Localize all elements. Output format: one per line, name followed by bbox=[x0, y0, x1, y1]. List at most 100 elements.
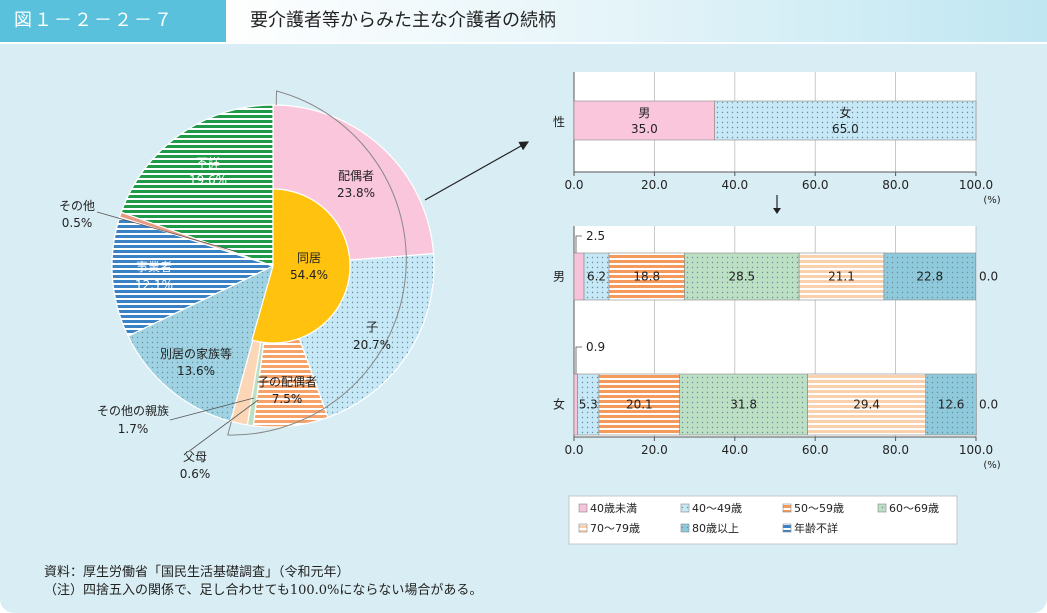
pie-slice-value-1: 23.8% bbox=[337, 186, 375, 200]
pie-slice-label-2: 子 bbox=[366, 320, 378, 334]
x-tick-label: 0.0 bbox=[564, 178, 583, 192]
pie-slice-value-6: 13.6% bbox=[177, 364, 215, 378]
age-value-label-2-6: 12.6 bbox=[938, 398, 965, 412]
age-bar-segment-1-1 bbox=[573, 252, 585, 301]
age-category-label-2: 女 bbox=[553, 397, 565, 412]
pie-leader-4 bbox=[187, 399, 259, 453]
pie-slice-label-1: 配偶者 bbox=[338, 169, 374, 183]
figure-title: 要介護者等からみた主な介護者の続柄 bbox=[250, 10, 556, 31]
legend-label-7: 年齢不詳 bbox=[794, 521, 838, 535]
source-note: 資料：厚生労働省「国民生活基礎調査」（令和元年） bbox=[44, 565, 350, 580]
x-tick-label: 100.0 bbox=[959, 178, 993, 192]
pie-slice-value-2: 20.7% bbox=[353, 338, 391, 352]
x-tick-label: 40.0 bbox=[721, 443, 748, 457]
gender-series-value-1: 35.0 bbox=[631, 122, 658, 136]
legend-swatch-7 bbox=[782, 523, 792, 533]
legend-label-4: 60～69歳 bbox=[889, 502, 939, 515]
pie-slice-value-5: 1.7% bbox=[118, 422, 149, 436]
age-bar-segment-2-4 bbox=[679, 373, 808, 436]
pie-inner-value: 54.4% bbox=[290, 268, 328, 282]
age-bar-segment-2-6 bbox=[925, 373, 977, 436]
pie-slice-value-7: 12.1% bbox=[135, 278, 173, 292]
age-bar-segment-1-6 bbox=[883, 252, 976, 301]
pie-slice-label-4: 父母 bbox=[183, 450, 207, 464]
down-arrow-head bbox=[773, 208, 781, 214]
age-value-label-1-6: 22.8 bbox=[916, 270, 943, 284]
age-value-label-1-3: 18.8 bbox=[633, 270, 660, 284]
figure-number-badge: 図１－２－２－７ bbox=[0, 0, 226, 42]
callout-leader-1 bbox=[575, 235, 582, 253]
pie-slice-label-9: 不詳 bbox=[196, 155, 220, 170]
gender-bar-chart: 0.0 20.0 40.0 60.0 80.0 100.0 (%) 男 35.0 女 65.0 性 bbox=[553, 72, 1001, 214]
legend-swatch-6 bbox=[680, 523, 690, 533]
pie-slice-9 bbox=[120, 104, 274, 267]
gender-category-label: 性 bbox=[553, 115, 565, 129]
age-bar-segment-1-4 bbox=[684, 252, 800, 301]
x-tick-label: 20.0 bbox=[641, 443, 668, 457]
age-bar-segment-1-2 bbox=[583, 252, 610, 301]
pie-slice-label-8: その他 bbox=[59, 199, 95, 213]
legend-label-5: 70～79歳 bbox=[590, 522, 640, 535]
pie-slice-value-8: 0.5% bbox=[62, 216, 93, 230]
x-tick-label: 60.0 bbox=[802, 178, 829, 192]
pie-slice-value-9: 19.6% bbox=[189, 173, 227, 187]
legend-swatch-2 bbox=[680, 503, 690, 513]
age-bar-segment-2-1 bbox=[573, 373, 578, 436]
gender-bar-segment-1 bbox=[573, 100, 715, 141]
cohabiting-bracket bbox=[227, 90, 407, 436]
pie-inner-label: 同居 bbox=[297, 251, 321, 265]
x-unit-label: (%) bbox=[983, 460, 1000, 471]
age-value-label-2-5: 29.4 bbox=[853, 398, 880, 412]
age-value-label-1-7: 0.0 bbox=[979, 270, 998, 284]
pie-slice-label-6: 別居の家族等 bbox=[160, 346, 232, 361]
pie-slice-label-7: 事業者 bbox=[136, 260, 172, 274]
legend-swatch-4 bbox=[877, 503, 887, 513]
age-category-label-1: 男 bbox=[553, 270, 565, 284]
x-tick-label: 60.0 bbox=[802, 443, 829, 457]
age-value-label-1-1: 2.5 bbox=[586, 229, 605, 243]
age-bar-segment-1-5 bbox=[798, 252, 885, 301]
gender-series-value-2: 65.0 bbox=[832, 122, 859, 136]
age-value-label-2-3: 20.1 bbox=[626, 398, 653, 412]
gender-series-name-2: 女 bbox=[839, 105, 851, 120]
pointer-arrow bbox=[424, 141, 530, 201]
age-value-label-1-2: 6.2 bbox=[587, 270, 606, 284]
age-value-label-1-5: 21.1 bbox=[828, 270, 855, 284]
x-tick-label: 80.0 bbox=[882, 443, 909, 457]
age-bar-segment-2-5 bbox=[807, 373, 927, 436]
x-tick-label: 0.0 bbox=[564, 443, 583, 457]
gender-bar-segment-2 bbox=[714, 100, 977, 141]
x-unit-label: (%) bbox=[983, 195, 1000, 206]
age-bar-segment-1-3 bbox=[608, 252, 685, 301]
pie-slice-value-3: 7.5% bbox=[272, 392, 303, 406]
pie-slice-7 bbox=[111, 216, 275, 337]
age-value-label-2-1: 0.9 bbox=[586, 340, 605, 354]
age-value-label-1-4: 28.5 bbox=[728, 270, 755, 284]
pie-slice-label-5: その他の親族 bbox=[97, 404, 169, 418]
gender-series-name-1: 男 bbox=[638, 106, 650, 120]
legend-label-3: 50～59歳 bbox=[794, 502, 844, 515]
pie-slice-label-3: 子の配偶者 bbox=[257, 375, 317, 389]
legend-swatch-1 bbox=[578, 503, 588, 513]
legend-swatch-5 bbox=[578, 523, 588, 533]
age-value-label-2-2: 5.3 bbox=[579, 398, 598, 412]
legend-label-6: 80歳以上 bbox=[692, 522, 739, 535]
legend-box bbox=[568, 495, 958, 545]
x-tick-label: 100.0 bbox=[959, 443, 993, 457]
x-tick-label: 20.0 bbox=[641, 178, 668, 192]
callout-leader-2 bbox=[575, 346, 582, 374]
age-value-label-2-7: 0.0 bbox=[979, 398, 998, 412]
footnote: （注）四捨五入の関係で、足し合わせても100.0%にならない場合がある。 bbox=[44, 583, 483, 598]
age-value-label-2-4: 31.8 bbox=[730, 398, 757, 412]
legend-label-2: 40～49歳 bbox=[692, 502, 742, 515]
pie-slice-cohabiting bbox=[251, 188, 351, 344]
pie-chart: 同居 54.4% 配偶者 23.8% 子 20.7% 子の配偶者 7.5% 父母 0.6% その他の… bbox=[59, 90, 530, 481]
legend-swatch-3 bbox=[782, 503, 792, 513]
pie-leader-5 bbox=[169, 397, 255, 421]
pie-slice-value-4: 0.6% bbox=[180, 467, 211, 481]
age-legend: 40歳未満 40～49歳 50～59歳 60～69歳 70～79歳 80歳以上 年齢不詳 bbox=[568, 495, 958, 545]
header-bar: 図１－２－２－７ 要介護者等からみた主な介護者の続柄 bbox=[0, 0, 1047, 42]
age-bar-chart: 0.0 20.0 40.0 60.0 80.0 100.0 (%) 2.5 6.2 18.8 28.… bbox=[553, 226, 1001, 471]
